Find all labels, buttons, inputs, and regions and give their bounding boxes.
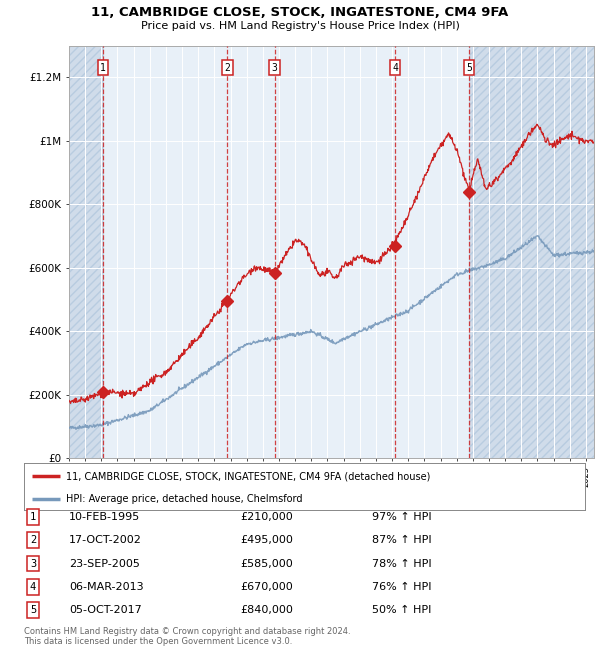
Text: Contains HM Land Registry data © Crown copyright and database right 2024.: Contains HM Land Registry data © Crown c…	[24, 627, 350, 636]
Text: 17-OCT-2002: 17-OCT-2002	[69, 535, 142, 545]
Text: 23-SEP-2005: 23-SEP-2005	[69, 558, 140, 569]
Text: 76% ↑ HPI: 76% ↑ HPI	[372, 582, 431, 592]
Text: 1: 1	[100, 62, 106, 73]
Text: 4: 4	[392, 62, 398, 73]
Text: Price paid vs. HM Land Registry's House Price Index (HPI): Price paid vs. HM Land Registry's House …	[140, 21, 460, 31]
Text: HPI: Average price, detached house, Chelmsford: HPI: Average price, detached house, Chel…	[66, 493, 302, 504]
Text: 2: 2	[224, 62, 230, 73]
Text: 1: 1	[30, 512, 36, 522]
Text: 50% ↑ HPI: 50% ↑ HPI	[372, 605, 431, 616]
Text: 3: 3	[30, 558, 36, 569]
Text: £840,000: £840,000	[240, 605, 293, 616]
Bar	[469, 46, 594, 458]
Text: 78% ↑ HPI: 78% ↑ HPI	[372, 558, 431, 569]
Text: This data is licensed under the Open Government Licence v3.0.: This data is licensed under the Open Gov…	[24, 637, 292, 646]
Text: £210,000: £210,000	[240, 512, 293, 522]
Text: 11, CAMBRIDGE CLOSE, STOCK, INGATESTONE, CM4 9FA: 11, CAMBRIDGE CLOSE, STOCK, INGATESTONE,…	[91, 6, 509, 20]
Text: 10-FEB-1995: 10-FEB-1995	[69, 512, 140, 522]
Text: 05-OCT-2017: 05-OCT-2017	[69, 605, 142, 616]
Text: 4: 4	[30, 582, 36, 592]
Text: £670,000: £670,000	[240, 582, 293, 592]
Text: 5: 5	[30, 605, 36, 616]
Text: 5: 5	[466, 62, 472, 73]
Bar	[69, 46, 103, 458]
Text: 87% ↑ HPI: 87% ↑ HPI	[372, 535, 431, 545]
Text: 06-MAR-2013: 06-MAR-2013	[69, 582, 143, 592]
Text: 2: 2	[30, 535, 36, 545]
Text: 11, CAMBRIDGE CLOSE, STOCK, INGATESTONE, CM4 9FA (detached house): 11, CAMBRIDGE CLOSE, STOCK, INGATESTONE,…	[66, 471, 430, 481]
Text: 3: 3	[272, 62, 278, 73]
Text: 97% ↑ HPI: 97% ↑ HPI	[372, 512, 431, 522]
Text: £495,000: £495,000	[240, 535, 293, 545]
Text: £585,000: £585,000	[240, 558, 293, 569]
